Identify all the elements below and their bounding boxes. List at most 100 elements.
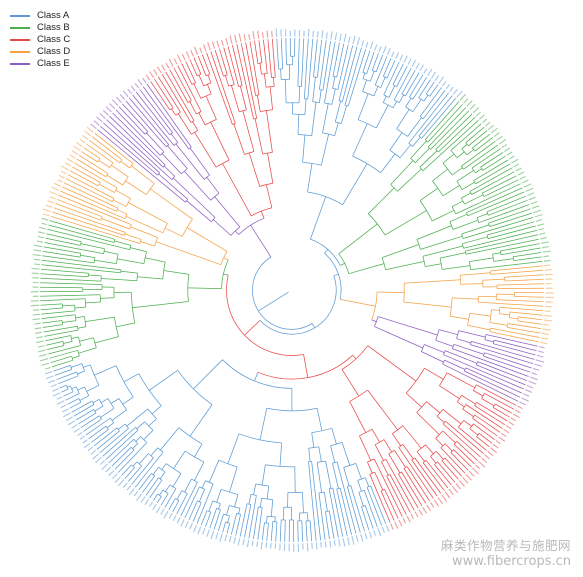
leaf-label-tick bbox=[543, 255, 550, 258]
branch-segment bbox=[77, 326, 87, 329]
branch-segment bbox=[458, 426, 487, 451]
leaf-label-tick bbox=[449, 86, 454, 92]
branch-segment bbox=[422, 89, 446, 120]
branch-segment bbox=[388, 85, 396, 98]
branch-segment bbox=[122, 396, 134, 405]
branch-segment bbox=[367, 461, 373, 474]
branch-segment bbox=[253, 506, 259, 540]
branch-segment bbox=[461, 192, 471, 199]
branch-segment bbox=[106, 119, 173, 180]
branch-segment bbox=[377, 291, 405, 293]
leaf-label-tick bbox=[519, 401, 526, 406]
branch-segment bbox=[343, 467, 350, 487]
branch-segment bbox=[424, 101, 460, 140]
branch-segment bbox=[46, 233, 82, 243]
branch-segment bbox=[504, 278, 544, 282]
branch-segment bbox=[132, 301, 189, 309]
leaf-label-tick bbox=[206, 529, 210, 537]
branch-segment bbox=[471, 171, 515, 195]
leaf-label-tick bbox=[462, 477, 469, 484]
branch-segment bbox=[430, 110, 470, 150]
branch-segment bbox=[280, 38, 283, 69]
branch-segment bbox=[91, 136, 123, 160]
branch-segment bbox=[460, 283, 483, 285]
leaf-label-tick bbox=[374, 44, 378, 51]
branch-segment bbox=[132, 443, 139, 449]
branch-segment bbox=[189, 101, 197, 115]
leaf-label-tick bbox=[56, 396, 63, 400]
branch-segment bbox=[332, 487, 344, 537]
branch-segment bbox=[135, 436, 141, 442]
leaf-label-tick bbox=[478, 461, 486, 468]
leaf-label-tick bbox=[530, 200, 538, 205]
branch-segment bbox=[137, 276, 163, 280]
branch-segment bbox=[461, 224, 490, 235]
leaf-label-tick bbox=[76, 142, 84, 148]
branch-segment bbox=[405, 392, 422, 408]
branch-segment bbox=[151, 405, 162, 415]
branch-segment bbox=[63, 182, 119, 209]
leaf-label-tick bbox=[513, 163, 520, 168]
branch-segment bbox=[418, 95, 453, 137]
leaf-label-tick bbox=[210, 530, 215, 540]
leaf-label-tick bbox=[395, 52, 400, 59]
branch-segment bbox=[386, 475, 407, 515]
branch-segment bbox=[328, 488, 339, 538]
branch-segment bbox=[309, 520, 313, 542]
branch-segment bbox=[117, 258, 145, 264]
branch-segment bbox=[92, 398, 100, 404]
branch-segment bbox=[471, 341, 535, 360]
branch-segment bbox=[307, 163, 313, 193]
branch-segment bbox=[266, 523, 269, 541]
branch-segment bbox=[172, 500, 180, 513]
branch-segment bbox=[40, 307, 63, 311]
branch-segment bbox=[282, 507, 285, 521]
branch-segment bbox=[474, 414, 501, 433]
branch-segment bbox=[381, 461, 389, 476]
branch-segment bbox=[301, 520, 304, 542]
branch-segment bbox=[136, 421, 146, 430]
branch-segment bbox=[40, 268, 89, 274]
legend-item-class-c: Class C bbox=[10, 34, 70, 46]
branch-segment bbox=[302, 134, 306, 163]
branch-segment bbox=[115, 109, 161, 156]
branch-segment bbox=[40, 273, 89, 278]
branch-segment bbox=[461, 394, 476, 405]
branch-segment bbox=[368, 187, 395, 214]
branch-segment bbox=[206, 177, 220, 194]
leaf-label-tick bbox=[475, 464, 481, 470]
branch-segment bbox=[307, 38, 314, 100]
branch-segment bbox=[149, 479, 163, 499]
branch-segment bbox=[324, 41, 336, 104]
branch-segment bbox=[214, 49, 224, 77]
leaf-label-tick bbox=[242, 538, 245, 546]
leaf-label-tick bbox=[347, 537, 350, 546]
branch-segment bbox=[310, 196, 327, 240]
branch-segment bbox=[465, 234, 538, 252]
branch-segment bbox=[88, 274, 102, 277]
branch-segment bbox=[245, 42, 256, 96]
branch-segment bbox=[440, 447, 466, 474]
branch-segment bbox=[83, 364, 91, 368]
leaf-label-tick bbox=[399, 54, 404, 61]
leaf-label-tick bbox=[544, 269, 553, 271]
leaf-label-tick bbox=[360, 533, 364, 542]
branch-arc bbox=[411, 457, 416, 461]
branch-segment bbox=[67, 398, 80, 405]
branch-segment bbox=[381, 244, 419, 258]
branch-segment bbox=[112, 112, 166, 166]
branch-segment bbox=[50, 215, 141, 244]
leaf-label-tick bbox=[487, 124, 495, 131]
branch-segment bbox=[332, 463, 339, 489]
branch-segment bbox=[175, 143, 205, 180]
leaf-label-tick bbox=[537, 223, 545, 227]
branch-segment bbox=[79, 337, 94, 342]
leaf-label-tick bbox=[422, 506, 428, 514]
branch-segment bbox=[184, 478, 192, 493]
branch-segment bbox=[407, 117, 422, 137]
legend-label-class-b: Class B bbox=[37, 22, 70, 33]
branch-segment bbox=[254, 118, 264, 155]
branch-segment bbox=[59, 384, 67, 389]
leaf-label-tick bbox=[137, 79, 143, 86]
branch-segment bbox=[234, 494, 239, 507]
